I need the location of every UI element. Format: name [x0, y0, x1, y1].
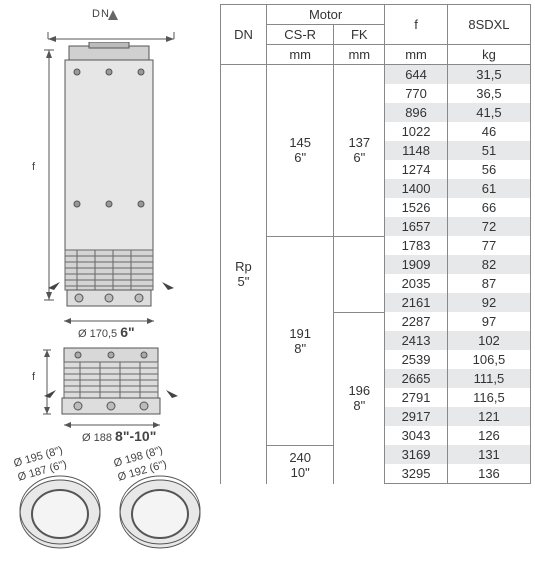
cell-f: 2413: [385, 331, 448, 350]
diagram-area: DN: [4, 6, 216, 572]
cell-kg: 66: [447, 198, 530, 217]
cell-f: 1526: [385, 198, 448, 217]
cell-kg: 56: [447, 160, 530, 179]
inlet2-right-icon: [164, 384, 178, 398]
cell-f: 1400: [385, 179, 448, 198]
th-dn: DN: [221, 5, 267, 65]
cell-csr-g3: 24010": [266, 445, 333, 484]
cell-f: 1909: [385, 255, 448, 274]
dia2-bold: 8"-10": [115, 428, 156, 444]
cell-kg: 41,5: [447, 103, 530, 122]
cell-kg: 77: [447, 236, 530, 255]
cell-f: 2539: [385, 350, 448, 369]
cell-f: 2791: [385, 388, 448, 407]
table-row: Rp5"1456"1376"64431,5: [221, 65, 531, 85]
cell-kg: 82: [447, 255, 530, 274]
cell-kg: 51: [447, 141, 530, 160]
cell-kg: 121: [447, 407, 530, 426]
th-mm1: mm: [266, 45, 333, 65]
cell-f: 1274: [385, 160, 448, 179]
cell-kg: 31,5: [447, 65, 530, 85]
cell-f: 2035: [385, 274, 448, 293]
cell-f: 1022: [385, 122, 448, 141]
f-label-1: f: [32, 161, 35, 173]
cell-kg: 92: [447, 293, 530, 312]
cell-kg: 46: [447, 122, 530, 141]
dia2-label: Ø 188 8"-10": [82, 428, 156, 444]
cell-kg: 36,5: [447, 84, 530, 103]
cell-fk-blank: [334, 236, 385, 312]
dim-f-short: [40, 348, 54, 416]
inlet-arrow-right-icon: [160, 276, 174, 290]
cell-dn: Rp5": [221, 65, 267, 484]
th-mm3: mm: [385, 45, 448, 65]
cell-f: 1657: [385, 217, 448, 236]
cell-f: 2161: [385, 293, 448, 312]
cell-f: 1783: [385, 236, 448, 255]
dim-f-tall: [42, 46, 56, 304]
cell-csr-g2: 1918": [266, 236, 333, 445]
cell-kg: 72: [447, 217, 530, 236]
th-mm2: mm: [334, 45, 385, 65]
cell-kg: 136: [447, 464, 530, 484]
cell-fk-g2: 1968": [334, 312, 385, 484]
diagram-pane: DN: [0, 0, 220, 578]
cell-f: 3295: [385, 464, 448, 484]
table-pane: DN Motor f 8SDXL CS-R FK mm mm mm kg Rp5…: [220, 0, 535, 578]
table-row: 1918"178377: [221, 236, 531, 255]
dia2-text: Ø 188: [82, 432, 112, 444]
cell-f: 644: [385, 65, 448, 85]
table-body: Rp5"1456"1376"64431,577036,589641,510224…: [221, 65, 531, 484]
inlet2-left-icon: [44, 384, 58, 398]
pump-short-drawing: [56, 346, 166, 418]
cell-fk-g1: 1376": [334, 65, 385, 237]
th-f: f: [385, 5, 448, 45]
cell-f: 770: [385, 84, 448, 103]
dia1-bold: 6": [120, 324, 134, 340]
cell-kg: 87: [447, 274, 530, 293]
th-kg: kg: [447, 45, 530, 65]
cell-kg: 61: [447, 179, 530, 198]
th-fk: FK: [334, 25, 385, 45]
cell-f: 2917: [385, 407, 448, 426]
cell-kg: 126: [447, 426, 530, 445]
f-label-2: f: [32, 371, 35, 383]
inlet-arrow-left-icon: [48, 276, 62, 290]
dia1-text: Ø 170,5: [78, 328, 117, 340]
dia1-label: Ø 170,5 6": [78, 324, 135, 340]
cell-kg: 102: [447, 331, 530, 350]
cell-f: 1148: [385, 141, 448, 160]
cell-kg: 106,5: [447, 350, 530, 369]
arrow-up-icon: [106, 10, 120, 22]
cell-f: 3043: [385, 426, 448, 445]
dim-dn-bracket: [46, 24, 176, 42]
th-csr: CS-R: [266, 25, 333, 45]
th-sdxl: 8SDXL: [447, 5, 530, 45]
cell-kg: 116,5: [447, 388, 530, 407]
cell-csr-g1: 1456": [266, 65, 333, 237]
cell-f: 896: [385, 103, 448, 122]
cell-kg: 131: [447, 445, 530, 464]
cell-f: 3169: [385, 445, 448, 464]
cell-kg: 97: [447, 312, 530, 331]
cell-kg: 111,5: [447, 369, 530, 388]
cell-f: 2665: [385, 369, 448, 388]
cell-f: 2287: [385, 312, 448, 331]
spec-table: DN Motor f 8SDXL CS-R FK mm mm mm kg Rp5…: [220, 4, 531, 484]
pump-body-drawing: [59, 42, 159, 312]
th-motor: Motor: [266, 5, 384, 25]
